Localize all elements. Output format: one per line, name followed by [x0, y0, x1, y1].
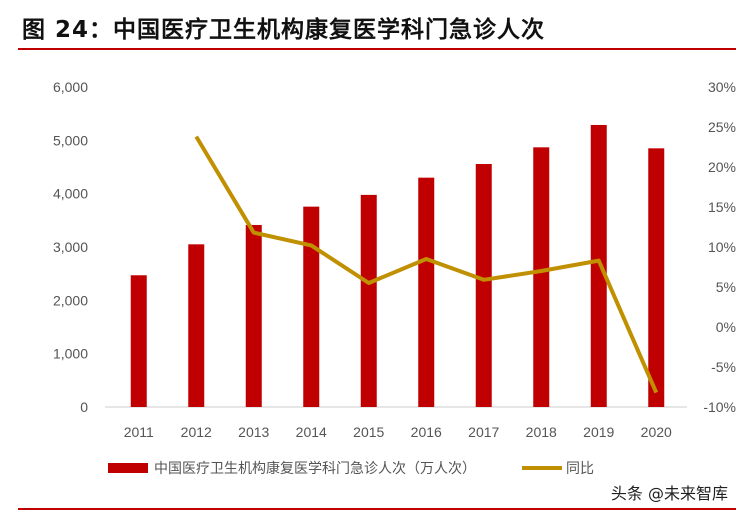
bar [360, 194, 377, 407]
legend: 中国医疗卫生机构康复医学科门急诊人次（万人次） 同比 [108, 458, 594, 478]
legend-bar-label: 中国医疗卫生机构康复医学科门急诊人次（万人次） [154, 461, 476, 477]
x-tick-label: 2011 [124, 424, 154, 440]
y-left-tick-label: 0 [80, 399, 88, 415]
y-left-tick-label: 5,000 [53, 132, 88, 148]
x-tick-label: 2012 [181, 424, 212, 440]
x-tick-label: 2016 [411, 424, 442, 440]
legend-bar-swatch [108, 463, 148, 473]
y-right-tick-label: -5% [711, 359, 736, 375]
y-right-tick-label: 10% [708, 239, 736, 255]
y-right-tick-label: 15% [708, 199, 736, 215]
y-right-tick-label: 0% [716, 319, 736, 335]
y-left-tick-label: 4,000 [53, 186, 88, 202]
y-left-tick-label: 6,000 [53, 79, 88, 95]
bar [475, 164, 492, 407]
y-right-tick-label: 5% [716, 279, 736, 295]
watermark: 头条 @未来智库 [610, 480, 728, 504]
y-left-tick-label: 1,000 [53, 346, 88, 362]
bar [648, 148, 665, 408]
x-tick-label: 2017 [468, 424, 499, 440]
legend-line-swatch [522, 466, 562, 470]
bar [418, 177, 435, 407]
bar [188, 244, 205, 407]
bar [303, 206, 320, 407]
title-divider [18, 48, 736, 50]
y-right-tick-label: -10% [703, 399, 736, 415]
y-left-tick-label: 3,000 [53, 239, 88, 255]
x-tick-label: 2018 [526, 424, 557, 440]
x-tick-label: 2015 [353, 424, 384, 440]
legend-line-label: 同比 [566, 461, 594, 477]
y-left-tick-label: 2,000 [53, 292, 88, 308]
bar [130, 275, 147, 407]
figure-title: 图 24：中国医疗卫生机构康复医学科门急诊人次 [22, 17, 546, 43]
y-right-tick-label: 20% [708, 159, 736, 175]
bottom-divider [18, 508, 736, 510]
y-right-tick-label: 25% [708, 119, 736, 135]
x-tick-label: 2014 [296, 424, 327, 440]
x-tick-label: 2020 [641, 424, 672, 440]
bar [590, 124, 607, 408]
bar [533, 147, 550, 407]
bar [245, 224, 262, 407]
x-tick-label: 2019 [583, 424, 614, 440]
y-right-tick-label: 30% [708, 79, 736, 95]
x-tick-label: 2013 [238, 424, 269, 440]
